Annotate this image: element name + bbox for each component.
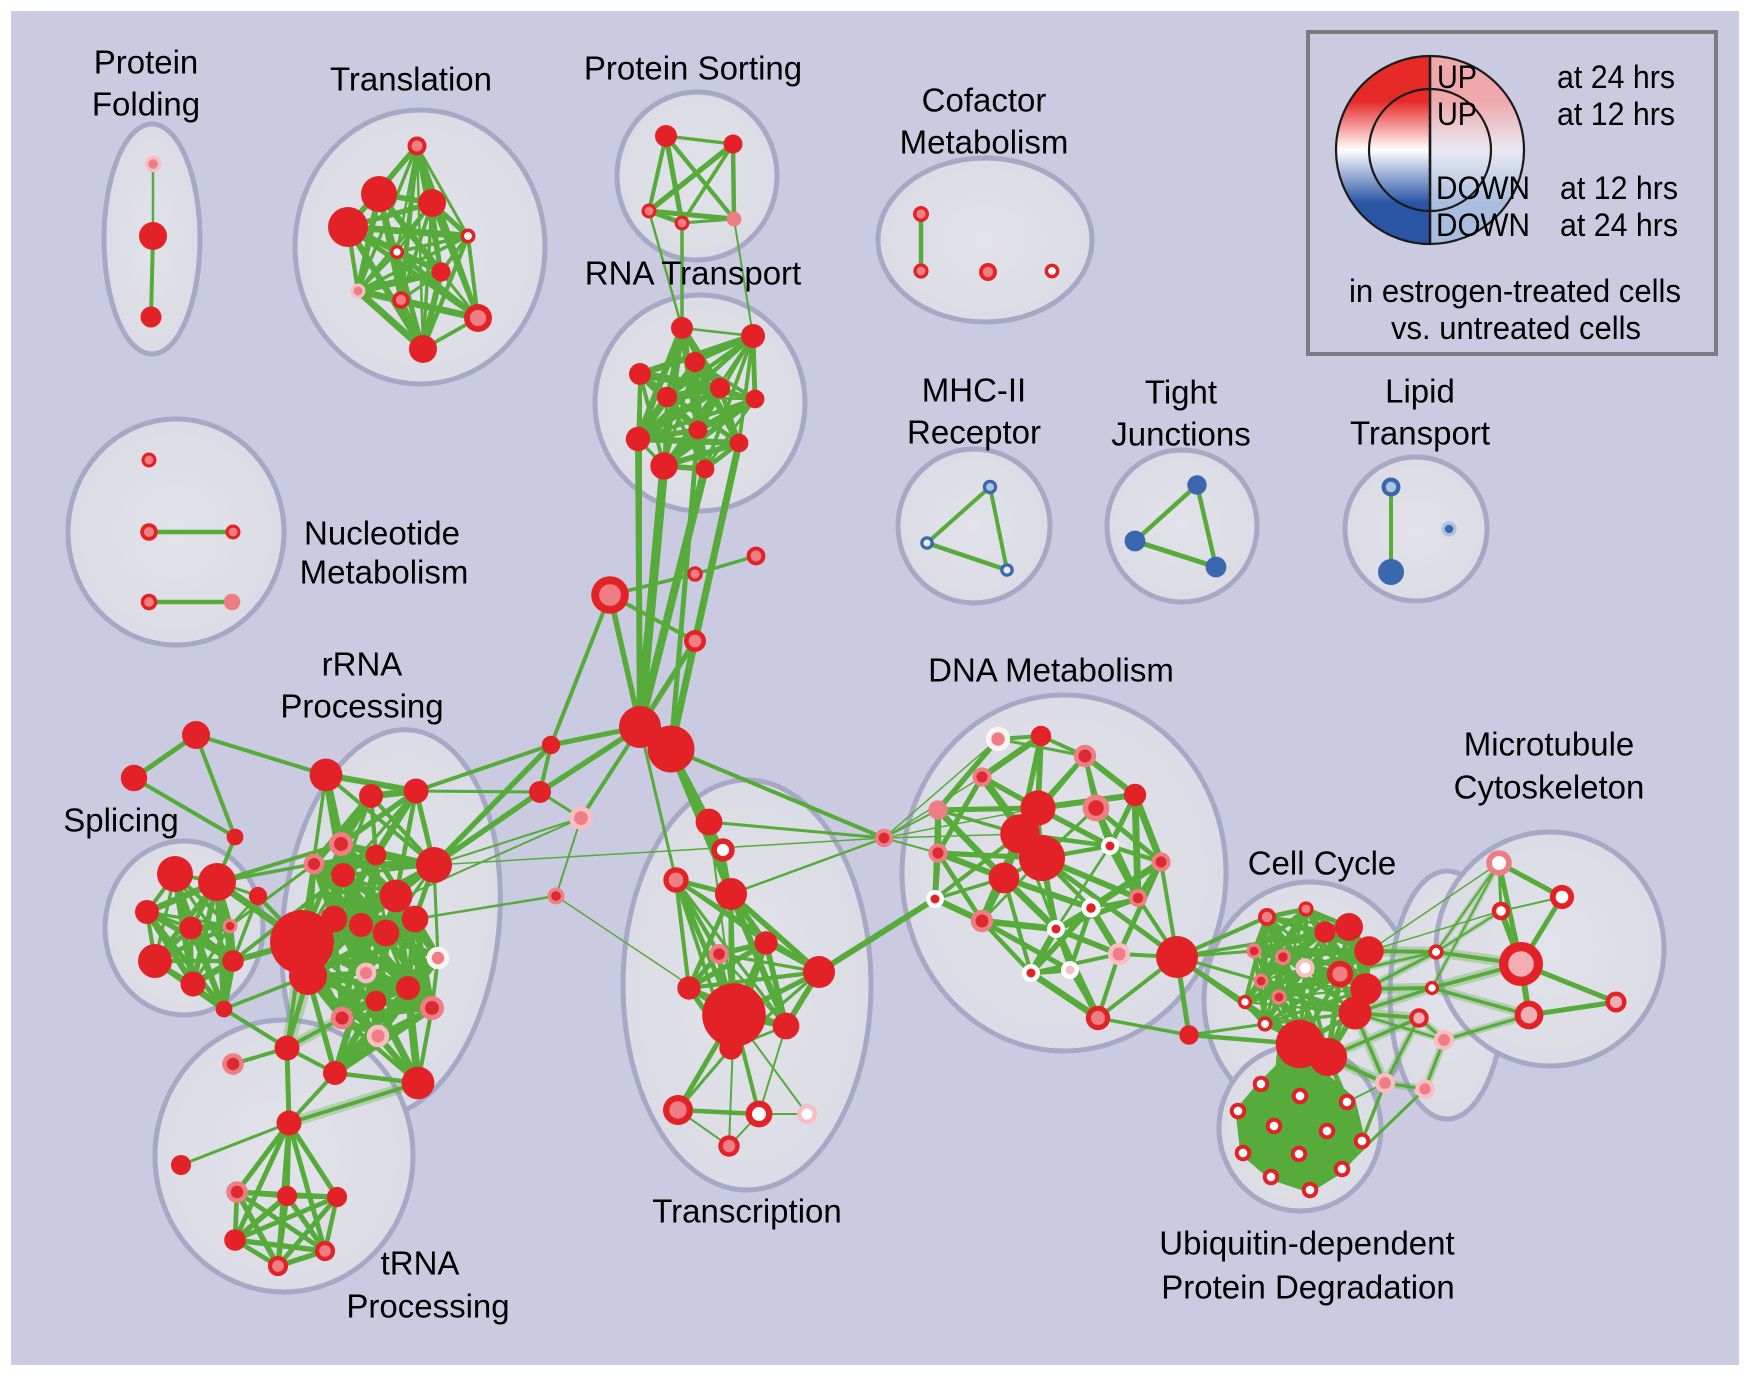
svg-text:Protein: Protein <box>94 44 199 81</box>
svg-text:Transcription: Transcription <box>652 1193 842 1230</box>
svg-text:Protein Degradation: Protein Degradation <box>1161 1269 1455 1306</box>
svg-text:at 12 hrs: at 12 hrs <box>1557 96 1675 132</box>
svg-text:Splicing: Splicing <box>63 802 179 839</box>
svg-text:Metabolism: Metabolism <box>900 124 1069 161</box>
svg-text:Cofactor: Cofactor <box>922 82 1047 119</box>
svg-text:Nucleotide: Nucleotide <box>304 515 460 552</box>
svg-text:in estrogen-treated cells: in estrogen-treated cells <box>1349 273 1681 309</box>
svg-text:at 24 hrs: at 24 hrs <box>1560 207 1678 243</box>
svg-text:vs. untreated cells: vs. untreated cells <box>1391 310 1641 346</box>
svg-text:DOWN: DOWN <box>1436 170 1530 206</box>
svg-text:Folding: Folding <box>92 86 200 123</box>
svg-text:Translation: Translation <box>330 61 492 98</box>
svg-text:at 24 hrs: at 24 hrs <box>1557 59 1675 95</box>
svg-text:Cytoskeleton: Cytoskeleton <box>1454 769 1645 806</box>
svg-text:Cell Cycle: Cell Cycle <box>1248 845 1397 882</box>
svg-text:Protein Sorting: Protein Sorting <box>584 50 802 87</box>
svg-text:Tight: Tight <box>1145 374 1217 411</box>
svg-text:UP: UP <box>1437 96 1477 132</box>
svg-text:MHC-II: MHC-II <box>922 372 1026 409</box>
svg-text:Junctions: Junctions <box>1111 416 1250 453</box>
svg-text:RNA Transport: RNA Transport <box>585 255 801 292</box>
svg-text:UP: UP <box>1437 59 1477 95</box>
svg-text:at 12 hrs: at 12 hrs <box>1560 170 1678 206</box>
svg-text:Processing: Processing <box>280 688 443 725</box>
svg-text:Ubiquitin-dependent: Ubiquitin-dependent <box>1159 1225 1454 1262</box>
svg-text:DNA Metabolism: DNA Metabolism <box>928 652 1174 689</box>
svg-text:Lipid: Lipid <box>1385 373 1455 410</box>
svg-text:Microtubule: Microtubule <box>1464 726 1635 763</box>
svg-text:Transport: Transport <box>1350 415 1490 452</box>
svg-text:DOWN: DOWN <box>1436 207 1530 243</box>
svg-text:rRNA: rRNA <box>322 646 403 683</box>
svg-text:tRNA: tRNA <box>381 1245 460 1282</box>
svg-text:Receptor: Receptor <box>907 414 1041 451</box>
svg-text:Processing: Processing <box>346 1288 509 1325</box>
svg-text:Metabolism: Metabolism <box>300 554 469 591</box>
